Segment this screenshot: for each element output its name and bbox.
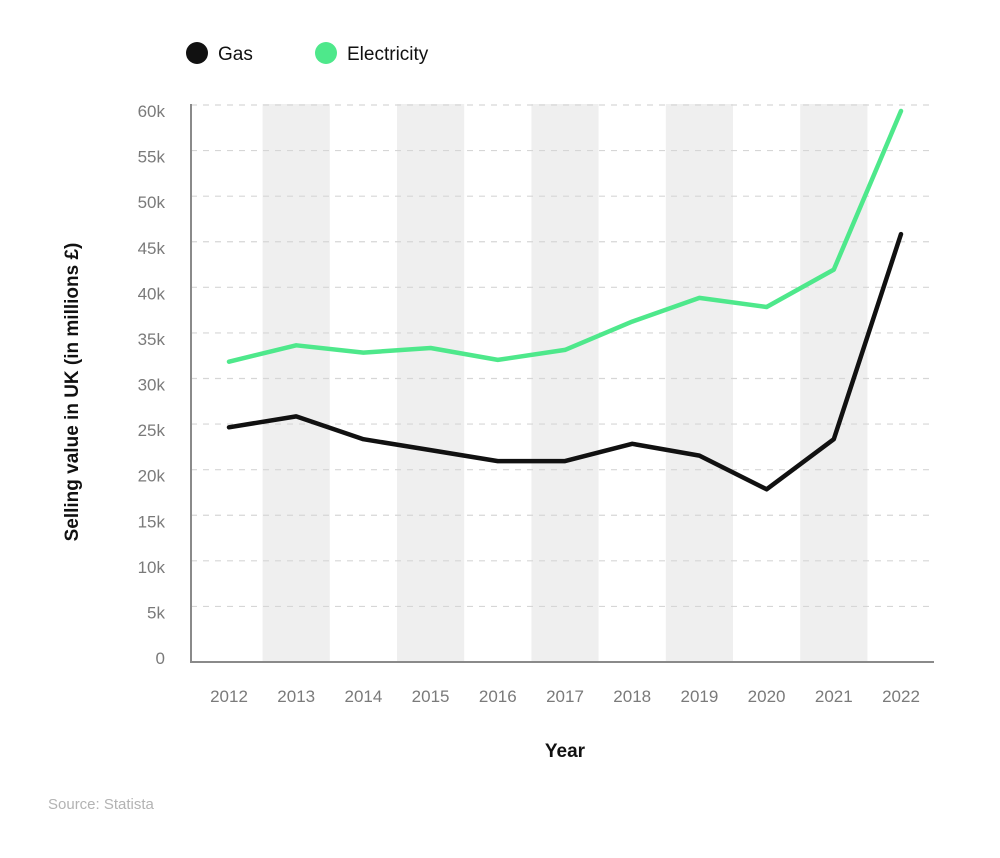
x-tick-label: 2013 bbox=[277, 687, 315, 706]
band-2019 bbox=[665, 104, 733, 662]
y-tick-labels: 0 5k 10k 15k 20k 25k 30k 35k 40k 45k 50k 55k 60k bbox=[138, 102, 166, 668]
y-tick-label: 5k bbox=[147, 603, 165, 622]
x-tick-label: 2021 bbox=[815, 687, 853, 706]
series-line-gas bbox=[226, 231, 904, 492]
y-tick-label: 25k bbox=[138, 421, 166, 440]
x-tick-label: 2016 bbox=[479, 687, 517, 706]
y-tick-label: 10k bbox=[138, 558, 166, 577]
x-tick-label: 2017 bbox=[546, 687, 584, 706]
x-tick-label: 2020 bbox=[748, 687, 786, 706]
grid-lines bbox=[191, 104, 934, 608]
band-2021 bbox=[800, 104, 868, 662]
alternating-bands bbox=[262, 104, 868, 662]
x-tick-label: 2014 bbox=[344, 687, 382, 706]
y-tick-label: 45k bbox=[138, 239, 166, 258]
y-axis-title: Selling value in UK (in millions £) bbox=[62, 243, 83, 542]
axes bbox=[190, 104, 934, 663]
legend-swatch-electricity bbox=[315, 42, 337, 64]
y-tick-label: 20k bbox=[138, 467, 166, 486]
x-tick-label: 2018 bbox=[613, 687, 651, 706]
x-axis-title: Year bbox=[545, 741, 586, 762]
legend-label-electricity: Electricity bbox=[347, 44, 429, 65]
legend: Gas Electricity bbox=[186, 42, 429, 65]
source-note: Source: Statista bbox=[48, 796, 155, 813]
x-tick-label: 2015 bbox=[412, 687, 450, 706]
legend-swatch-gas bbox=[186, 42, 208, 64]
y-tick-label: 30k bbox=[138, 376, 166, 395]
y-tick-label: 15k bbox=[138, 512, 166, 531]
legend-label-gas: Gas bbox=[218, 44, 253, 65]
y-tick-label: 50k bbox=[138, 193, 166, 212]
series-line-electricity bbox=[226, 108, 904, 364]
x-tick-label: 2012 bbox=[210, 687, 248, 706]
x-tick-label: 2019 bbox=[680, 687, 718, 706]
x-tick-labels: 2012 2013 2014 2015 2016 2017 2018 2019 2020 2021… bbox=[210, 687, 920, 706]
x-tick-label: 2022 bbox=[882, 687, 920, 706]
y-tick-label: 0 bbox=[156, 649, 165, 668]
band-2015 bbox=[397, 104, 465, 662]
y-tick-label: 60k bbox=[138, 102, 166, 121]
band-2013 bbox=[262, 104, 330, 662]
band-2017 bbox=[531, 104, 599, 662]
series-lines bbox=[226, 108, 904, 492]
y-tick-label: 35k bbox=[138, 330, 166, 349]
y-tick-label: 55k bbox=[138, 148, 166, 167]
y-tick-label: 40k bbox=[138, 284, 166, 303]
